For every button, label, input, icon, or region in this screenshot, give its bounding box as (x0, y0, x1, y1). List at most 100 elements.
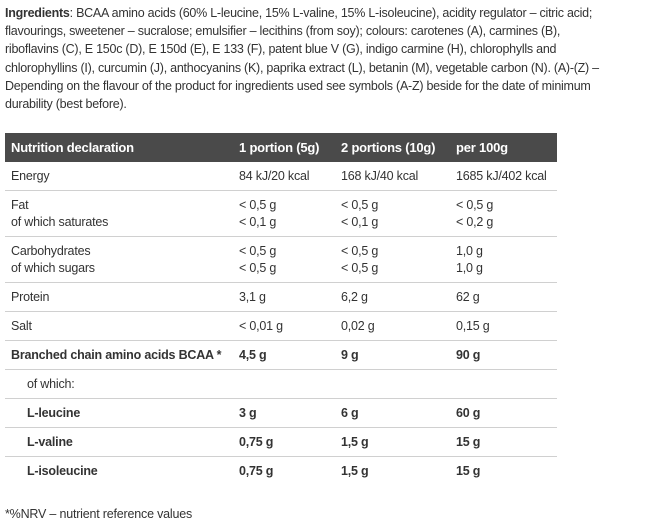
ingredients-label: Ingredients (5, 6, 70, 20)
value-2-portions-value: < 0,5 g (341, 243, 379, 258)
value-1-portion-value: < 0,01 g (239, 318, 283, 333)
row-label-value: L-leucine (27, 405, 81, 420)
table-row: Carbohydrates of which sugars < 0,5 g < 0,5… (5, 236, 557, 283)
row-label: L-valine (5, 427, 233, 457)
table-row: Salt < 0,01 g 0,02 g 0,15 g (5, 311, 557, 341)
value-2-portions: 6 g (335, 398, 450, 428)
value-2-portions-value: 6,2 g (341, 289, 368, 304)
value-per-100g-value: < 0,5 g (456, 197, 494, 212)
value-1-portion-value: < 0,5 g (239, 243, 277, 258)
value-2-portions: 9 g (335, 340, 450, 370)
value-per-100g-value: 15 g (456, 463, 481, 478)
ingredients-line: : BCAA amino acids (60% L-leucine, 15% L… (69, 6, 593, 20)
ingredients-line: durability (best before). (5, 97, 127, 112)
row-label: L-isoleucine (5, 457, 233, 486)
row-label: Energy (5, 162, 233, 191)
value-1-portion-value: 3,1 g (239, 289, 266, 304)
ingredients-text: Ingredients: BCAA amino acids (60% L-leu… (5, 4, 599, 113)
table-header-row: Nutrition declaration 1 portion (5g) 2 p… (5, 133, 557, 162)
ingredients-line: riboflavins (C), E 150c (D), E 150d (E),… (5, 42, 557, 57)
table-row: Energy 84 kJ/20 kcal 168 kJ/40 kcal 1685 kJ… (5, 162, 557, 191)
value-per-100g-sub-value: < 0,2 g (456, 214, 494, 229)
row-label-value: of which: (27, 376, 75, 391)
value-2-portions-value: 1,5 g (341, 434, 369, 449)
value-2-portions: 1,5 g (335, 457, 450, 486)
ingredients-line: flavourings, sweetener – sucralose; emul… (5, 24, 561, 39)
value-1-portion: 0,75 g (233, 457, 335, 486)
row-label: of which: (5, 369, 233, 399)
table-row: L-isoleucine 0,75 g 1,5 g 15 g (5, 457, 557, 486)
value-1-portion: 4,5 g (233, 340, 335, 370)
value-2-portions-value: 9 g (341, 347, 359, 362)
table-row: Fat of which saturates < 0,5 g < 0,1 g < 0,5… (5, 190, 557, 237)
value-2-portions: 6,2 g (335, 282, 450, 312)
value-1-portion: < 0,5 g < 0,1 g (233, 190, 335, 237)
value-per-100g: 15 g (450, 457, 557, 486)
row-label-sub-value: of which sugars (11, 260, 95, 275)
value-per-100g: < 0,5 g < 0,2 g (450, 190, 557, 237)
value-1-portion-sub-value: < 0,5 g (239, 260, 277, 275)
value-2-portions-value: 168 kJ/40 kcal (341, 168, 419, 183)
value-1-portion-value: 4,5 g (239, 347, 267, 362)
row-label: Protein (5, 282, 233, 312)
value-2-portions-value: 6 g (341, 405, 359, 420)
row-label-value: Carbohydrates (11, 243, 91, 258)
footnote: *%NRV – nutrient reference values (5, 507, 193, 521)
value-2-portions: 0,02 g (335, 311, 450, 341)
value-1-portion-sub-value: < 0,1 g (239, 214, 277, 229)
value-per-100g-value: 0,15 g (456, 318, 490, 333)
value-1-portion-value: 3 g (239, 405, 257, 420)
row-label-value: Salt (11, 318, 32, 333)
ingredients-line: Depending on the flavour of the product … (5, 78, 591, 93)
value-1-portion-value: < 0,5 g (239, 197, 277, 212)
row-label-value: L-isoleucine (27, 463, 98, 478)
row-label: L-leucine (5, 398, 233, 428)
row-label: Carbohydrates of which sugars (5, 236, 233, 283)
value-per-100g-sub-value: 1,0 g (456, 260, 483, 275)
header-nutrition-declaration: Nutrition declaration (5, 133, 233, 162)
table-row: L-leucine 3 g 6 g 60 g (5, 398, 557, 428)
header-per-100g: per 100g (450, 133, 557, 162)
value-1-portion: 0,75 g (233, 427, 335, 457)
value-per-100g: 1685 kJ/402 kcal (450, 162, 557, 191)
value-2-portions-sub-value: < 0,5 g (341, 260, 379, 275)
value-per-100g-value: 90 g (456, 347, 481, 362)
table-row: L-valine 0,75 g 1,5 g 15 g (5, 427, 557, 457)
value-2-portions-value: 1,5 g (341, 463, 369, 478)
table-row: Branched chain amino acids BCAA * 4,5 g 9 … (5, 340, 557, 370)
row-label-sub-value: of which saturates (11, 214, 109, 229)
value-1-portion-value: 84 kJ/20 kcal (239, 168, 310, 183)
row-label-value: Fat (11, 197, 29, 212)
value-per-100g: 62 g (450, 282, 557, 312)
value-1-portion: < 0,01 g (233, 311, 335, 341)
value-2-portions: 168 kJ/40 kcal (335, 162, 450, 191)
value-per-100g-value: 1,0 g (456, 243, 483, 258)
nutrition-table: Nutrition declaration 1 portion (5g) 2 p… (5, 133, 557, 485)
value-per-100g-value: 1685 kJ/402 kcal (456, 168, 547, 183)
value-per-100g-value: 62 g (456, 289, 480, 304)
value-1-portion-value: 0,75 g (239, 463, 274, 478)
value-2-portions: 1,5 g (335, 427, 450, 457)
value-2-portions-value: 0,02 g (341, 318, 375, 333)
row-label-value: Branched chain amino acids BCAA * (11, 347, 222, 362)
header-1-portion: 1 portion (5g) (233, 133, 335, 162)
row-label-value: Protein (11, 289, 50, 304)
row-label: Fat of which saturates (5, 190, 233, 237)
value-1-portion-value: 0,75 g (239, 434, 274, 449)
table-row: Protein 3,1 g 6,2 g 62 g (5, 282, 557, 312)
value-per-100g: 15 g (450, 427, 557, 457)
ingredients-line: chlorophyllins (I), curcumin (J), anthoc… (5, 60, 599, 75)
value-per-100g: 0,15 g (450, 311, 557, 341)
value-per-100g: 60 g (450, 398, 557, 428)
value-per-100g-value: 60 g (456, 405, 481, 420)
value-per-100g (450, 369, 557, 399)
header-2-portions: 2 portions (10g) (335, 133, 450, 162)
value-1-portion (233, 369, 335, 399)
row-label: Salt (5, 311, 233, 341)
value-per-100g: 1,0 g 1,0 g (450, 236, 557, 283)
value-1-portion: 84 kJ/20 kcal (233, 162, 335, 191)
value-2-portions (335, 369, 450, 399)
value-1-portion: 3,1 g (233, 282, 335, 312)
value-per-100g-value: 15 g (456, 434, 481, 449)
value-2-portions: < 0,5 g < 0,1 g (335, 190, 450, 237)
